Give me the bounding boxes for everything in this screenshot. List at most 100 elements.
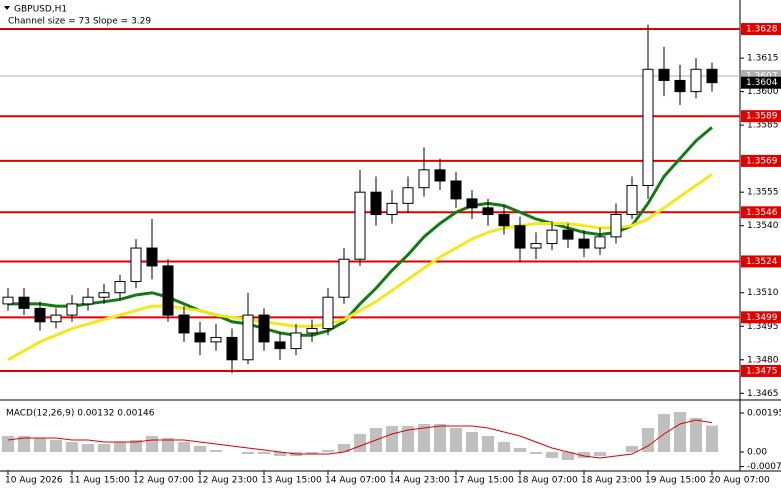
macd-bar bbox=[418, 424, 430, 452]
candle-body bbox=[226, 336, 238, 361]
chart-title: GBPUSD,H1 bbox=[14, 5, 67, 15]
macd-bar bbox=[66, 442, 78, 452]
candle-body bbox=[2, 296, 14, 305]
y-tick-label: 1.3495 bbox=[747, 322, 779, 332]
title-arrow bbox=[4, 6, 10, 10]
macd-bar bbox=[402, 426, 414, 452]
candle-body bbox=[386, 202, 398, 216]
candle-body bbox=[322, 296, 334, 329]
candle-body bbox=[274, 341, 286, 350]
candle-body bbox=[418, 169, 430, 189]
macd-bar bbox=[706, 425, 718, 452]
candle-body bbox=[578, 238, 590, 249]
macd-bar bbox=[514, 448, 526, 452]
candle-body bbox=[146, 247, 158, 267]
macd-bar bbox=[386, 426, 398, 452]
y-tick-label: 1.3585 bbox=[747, 121, 779, 131]
last-price-label: 1.3604 bbox=[746, 78, 778, 88]
candle-body bbox=[114, 281, 126, 294]
candle-body bbox=[130, 247, 142, 283]
macd-bar bbox=[530, 452, 542, 454]
macd-bar bbox=[194, 446, 206, 452]
x-tick-label: 19 Aug 15:00 bbox=[645, 476, 706, 486]
y-tick-label: 1.3540 bbox=[747, 221, 779, 231]
macd-bar bbox=[498, 442, 510, 452]
macd-bar bbox=[690, 418, 702, 452]
level-label: 1.3607 bbox=[746, 71, 778, 81]
macd-signal bbox=[7, 419, 713, 459]
candle-body bbox=[162, 265, 174, 316]
y-tick-label: 1.3465 bbox=[747, 389, 779, 399]
candle-body bbox=[498, 214, 510, 227]
macd-bar bbox=[306, 452, 318, 454]
level-label-box bbox=[741, 154, 781, 167]
level-label-box bbox=[741, 255, 781, 268]
level-label: 1.3589 bbox=[746, 112, 778, 122]
level-label: 1.3475 bbox=[746, 366, 778, 376]
macd-bar bbox=[322, 450, 334, 452]
level-label: 1.3628 bbox=[746, 25, 778, 35]
candle-body bbox=[66, 303, 78, 316]
x-tick-label: 14 Aug 23:00 bbox=[389, 476, 450, 486]
macd-bar bbox=[274, 452, 286, 456]
macd-bar bbox=[482, 436, 494, 452]
candle-body bbox=[658, 68, 670, 81]
macd-bar bbox=[50, 440, 62, 452]
level-label: 1.3524 bbox=[746, 257, 778, 267]
y-tick-label: 1.3600 bbox=[747, 87, 779, 97]
level-label: 1.3546 bbox=[746, 208, 778, 218]
candle-body bbox=[98, 292, 110, 298]
candle-body bbox=[290, 332, 302, 350]
macd-bar bbox=[578, 452, 590, 458]
macd-bar bbox=[658, 414, 670, 452]
candle-body bbox=[466, 198, 478, 209]
y-tick-label: 1.3480 bbox=[747, 355, 779, 365]
candle-body bbox=[706, 68, 718, 84]
macd-bar bbox=[674, 412, 686, 452]
macd-bar bbox=[130, 440, 142, 452]
level-label-box bbox=[741, 110, 781, 123]
moving-average bbox=[8, 126, 713, 337]
macd-bar bbox=[146, 436, 158, 452]
macd-bar bbox=[178, 442, 190, 452]
candle-body bbox=[34, 307, 46, 323]
candle-body bbox=[546, 229, 558, 245]
candle-body bbox=[210, 336, 222, 343]
candle-body bbox=[82, 296, 94, 305]
x-tick-label: 10 Aug 2026 bbox=[5, 476, 63, 486]
candle-body bbox=[354, 191, 366, 260]
candle-body bbox=[194, 332, 206, 343]
macd-bar bbox=[354, 434, 366, 452]
macd-bar bbox=[642, 428, 654, 452]
candle-body bbox=[178, 314, 190, 334]
candle-body bbox=[402, 187, 414, 204]
macd-bar bbox=[98, 444, 110, 452]
x-tick-label: 11 Aug 15:00 bbox=[69, 476, 130, 486]
macd-bar bbox=[114, 442, 126, 452]
candle-body bbox=[642, 68, 654, 186]
level-label-box bbox=[741, 23, 781, 36]
macd-bar bbox=[466, 432, 478, 452]
macd-bar bbox=[258, 452, 270, 454]
candle-body bbox=[610, 214, 622, 238]
x-tick-label: 18 Aug 23:00 bbox=[581, 476, 642, 486]
level-label-box bbox=[741, 206, 781, 219]
last-price-box bbox=[741, 76, 781, 89]
candle-body bbox=[514, 225, 526, 249]
x-tick-label: 12 Aug 23:00 bbox=[197, 476, 258, 486]
macd-bar bbox=[338, 444, 350, 452]
candle-body bbox=[18, 296, 30, 309]
candle-body bbox=[434, 169, 446, 182]
candle-body bbox=[242, 314, 254, 361]
x-tick-label: 13 Aug 15:00 bbox=[261, 476, 322, 486]
macd-tick-label: -0.00073 bbox=[747, 462, 781, 472]
level-label-box bbox=[741, 311, 781, 324]
chart-subtitle: Channel size = 73 Slope = 3.29 bbox=[8, 17, 151, 27]
macd-tick-label: 0.00 bbox=[747, 448, 767, 458]
macd-bar bbox=[562, 452, 574, 460]
candle-body bbox=[690, 68, 702, 93]
x-tick-label: 20 Aug 07:00 bbox=[709, 476, 770, 486]
level-label-box bbox=[741, 364, 781, 377]
candle-body bbox=[626, 184, 638, 216]
